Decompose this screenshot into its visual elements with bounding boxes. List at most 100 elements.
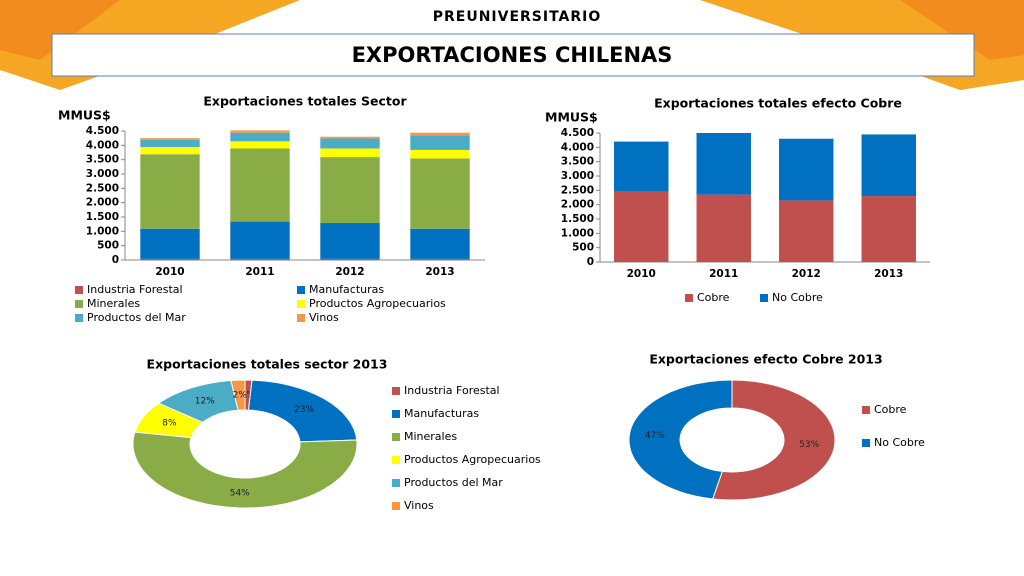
legend-label: Vinos bbox=[404, 499, 434, 512]
donut-slice bbox=[628, 379, 733, 500]
legend-swatch bbox=[760, 294, 768, 302]
legend-swatch bbox=[392, 433, 400, 441]
legend-swatch bbox=[862, 406, 870, 414]
legend-label: Manufacturas bbox=[309, 283, 384, 296]
legend-swatch bbox=[392, 456, 400, 464]
legend-swatch bbox=[297, 286, 305, 294]
legend-label: Industria Forestal bbox=[404, 384, 500, 397]
bar-segment bbox=[320, 157, 380, 224]
legend-label: Minerales bbox=[404, 430, 457, 443]
legend-swatch bbox=[685, 294, 693, 302]
slice-label: 12% bbox=[195, 397, 215, 407]
y-axis-label: MMUS$ bbox=[58, 108, 111, 123]
chart-title: Exportaciones totales Sector bbox=[203, 94, 407, 109]
y-tick-label: 2.500 bbox=[561, 184, 594, 196]
bar-segment bbox=[410, 228, 470, 259]
legend-swatch bbox=[297, 314, 305, 322]
y-tick-label: 4.000 bbox=[86, 139, 119, 151]
bar-segment bbox=[230, 221, 290, 259]
bar-segment bbox=[779, 200, 834, 262]
slice-label: 23% bbox=[294, 405, 314, 415]
bar-segment bbox=[230, 258, 290, 260]
legend-swatch bbox=[392, 387, 400, 395]
x-tick-label: 2012 bbox=[792, 268, 821, 280]
slice-label: 53% bbox=[799, 440, 819, 450]
y-tick-label: 2.500 bbox=[86, 182, 119, 194]
bar-segment bbox=[410, 258, 470, 260]
legend-swatch bbox=[75, 286, 83, 294]
legend-label: No Cobre bbox=[874, 436, 925, 449]
legend-swatch bbox=[75, 314, 83, 322]
y-tick-label: 3.500 bbox=[86, 154, 119, 166]
y-tick-label: 3.500 bbox=[561, 156, 594, 168]
bar-segment bbox=[140, 258, 200, 260]
y-tick-label: 4.500 bbox=[561, 127, 594, 139]
bar-segment bbox=[140, 154, 200, 229]
bar-segment bbox=[320, 223, 380, 259]
bar-segment bbox=[410, 132, 470, 136]
x-tick-label: 2012 bbox=[335, 266, 364, 278]
slide-title: EXPORTACIONES CHILENAS bbox=[352, 43, 673, 67]
bar-segment bbox=[614, 141, 669, 192]
legend-label: Productos del Mar bbox=[87, 311, 186, 324]
logo: PREUNIVERSITARIO bbox=[433, 9, 602, 25]
bar-segment bbox=[696, 194, 751, 262]
bar-segment bbox=[140, 228, 200, 259]
x-tick-label: 2010 bbox=[627, 268, 656, 280]
donut-slice bbox=[247, 379, 358, 443]
bar-segment bbox=[320, 138, 380, 149]
x-tick-label: 2011 bbox=[709, 268, 738, 280]
chart-title: Exportaciones totales sector 2013 bbox=[147, 357, 388, 372]
x-tick-label: 2010 bbox=[155, 266, 184, 278]
y-tick-label: 500 bbox=[572, 242, 594, 254]
x-tick-label: 2011 bbox=[245, 266, 274, 278]
y-tick-label: 4.500 bbox=[86, 125, 119, 137]
legend-label: Productos Agropecuarios bbox=[404, 453, 541, 466]
y-tick-label: 500 bbox=[97, 240, 119, 252]
y-tick-label: 1.000 bbox=[86, 225, 119, 237]
slice-label: 54% bbox=[230, 488, 250, 498]
x-tick-label: 2013 bbox=[425, 266, 454, 278]
legend-swatch bbox=[297, 300, 305, 308]
slice-label: 47% bbox=[645, 431, 665, 441]
slice-label: 2% bbox=[233, 391, 248, 401]
bar-segment bbox=[696, 133, 751, 195]
y-tick-label: 2.000 bbox=[86, 197, 119, 209]
y-axis-label: MMUS$ bbox=[545, 110, 598, 125]
legend-label: No Cobre bbox=[772, 291, 823, 304]
y-tick-label: 4.000 bbox=[561, 141, 594, 153]
slice-label: 8% bbox=[162, 419, 177, 429]
y-tick-label: 3.000 bbox=[86, 168, 119, 180]
bar-segment bbox=[230, 141, 290, 149]
legend-swatch bbox=[392, 479, 400, 487]
bar-segment bbox=[140, 139, 200, 148]
title-box bbox=[51, 33, 975, 77]
donut-slice bbox=[132, 431, 358, 509]
y-tick-label: 0 bbox=[587, 256, 594, 268]
legend-swatch bbox=[392, 410, 400, 418]
bar-segment bbox=[861, 196, 916, 262]
y-tick-label: 2.000 bbox=[561, 199, 594, 211]
y-tick-label: 1.500 bbox=[561, 213, 594, 225]
bar-segment bbox=[410, 158, 470, 229]
legend-label: Minerales bbox=[87, 297, 140, 310]
legend-label: Manufacturas bbox=[404, 407, 479, 420]
decor bbox=[0, 0, 120, 60]
bar-segment bbox=[779, 138, 834, 201]
legend-label: Vinos bbox=[309, 311, 339, 324]
bar-segment bbox=[230, 130, 290, 133]
y-tick-label: 0 bbox=[112, 254, 119, 266]
y-tick-label: 1.500 bbox=[86, 211, 119, 223]
legend-label: Productos del Mar bbox=[404, 476, 503, 489]
legend-label: Industria Forestal bbox=[87, 283, 183, 296]
x-tick-label: 2013 bbox=[874, 268, 903, 280]
bar-segment bbox=[410, 135, 470, 150]
legend-label: Cobre bbox=[697, 291, 730, 304]
bar-segment bbox=[230, 148, 290, 222]
decor bbox=[900, 0, 1024, 60]
legend-label: Productos Agropecuarios bbox=[309, 297, 446, 310]
chart-title: Exportaciones totales efecto Cobre bbox=[654, 96, 902, 111]
bar-segment bbox=[410, 149, 470, 159]
bar-segment bbox=[320, 136, 380, 139]
